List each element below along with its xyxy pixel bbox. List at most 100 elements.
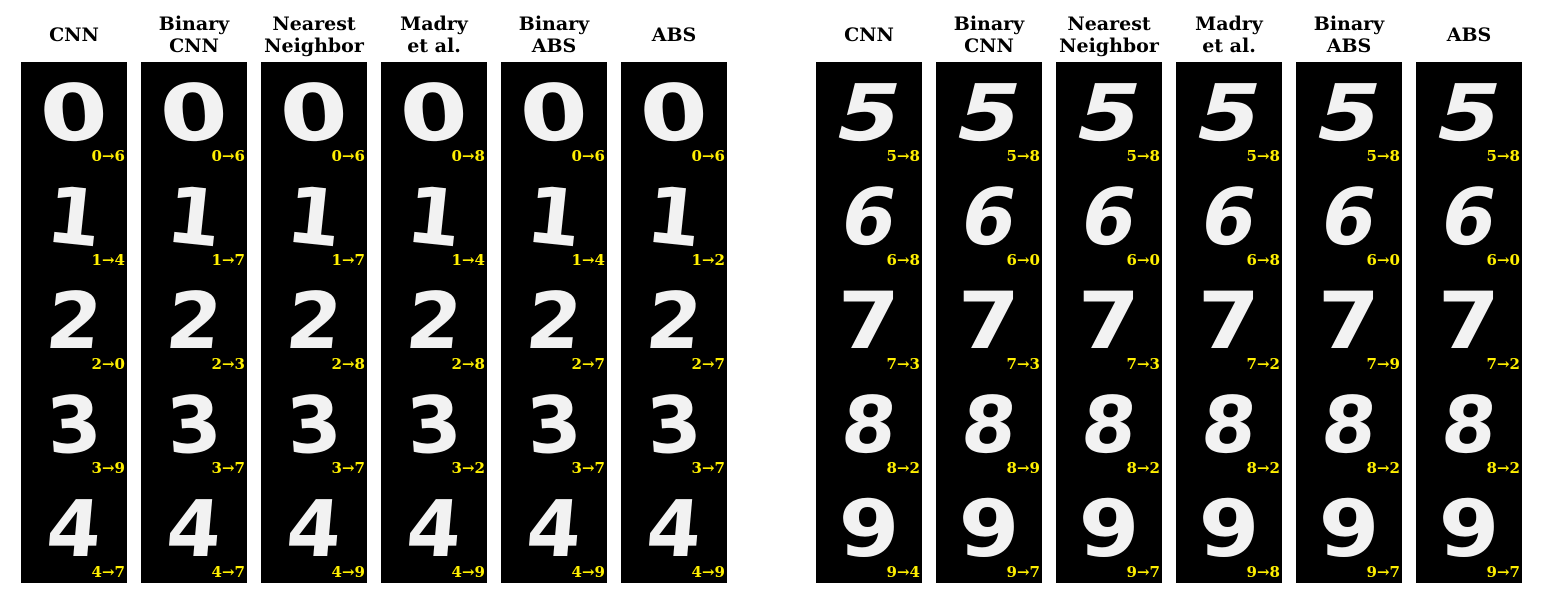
digit-image: 9 [1318,485,1380,575]
adversarial-image: 2 2→8 [261,270,367,374]
adversarial-image: 9 9→4 [816,478,922,582]
column-title: Madry et al. [371,10,497,60]
misclassification-label: 6→0 [1366,251,1400,269]
digit-image: 7 [1317,277,1381,367]
image-strip: 5 5→8 6 6→0 7 7→3 8 8→9 9 9→7 [936,62,1042,583]
misclassification-label: 3→7 [211,459,245,477]
misclassification-label: 2→8 [451,355,485,373]
adversarial-image: 3 3→7 [621,374,727,478]
adversarial-image: 4 4→7 [21,478,127,582]
column-title-line: Neighbor [264,35,364,57]
image-strip: 0 0→6 1 1→7 2 2→3 3 3→7 4 4→7 [141,62,247,583]
misclassification-label: 4→7 [91,563,125,581]
adversarial-image: 5 5→8 [1416,62,1522,166]
adversarial-image: 2 2→0 [21,270,127,374]
model-column: Nearest Neighbor 5 5→8 6 6→0 7 7→3 8 8→2 9 9→7 [1056,0,1162,595]
model-column: Binary ABS 0 0→6 1 1→4 2 2→7 3 3→7 4 4→9 [501,0,607,595]
misclassification-label: 0→6 [91,147,125,165]
misclassification-label: 0→6 [691,147,725,165]
misclassification-label: 1→4 [571,251,605,269]
model-column: ABS 5 5→8 6 6→0 7 7→2 8 8→2 9 9→7 [1416,0,1522,595]
adversarial-image: 1 1→7 [141,166,247,270]
misclassification-label: 7→3 [1126,355,1160,373]
adversarial-image: 5 5→8 [1176,62,1282,166]
column-title: CNN [11,10,137,60]
misclassification-label: 8→2 [1126,459,1160,477]
misclassification-label: 6→0 [1486,251,1520,269]
misclassification-label: 1→4 [451,251,485,269]
adversarial-image: 1 1→4 [501,166,607,270]
misclassification-label: 5→8 [1246,147,1280,165]
adversarial-image: 0 0→6 [141,62,247,166]
misclassification-label: 0→8 [451,147,485,165]
adversarial-image: 7 7→2 [1176,270,1282,374]
adversarial-image: 0 0→6 [621,62,727,166]
misclassification-label: 9→7 [1486,563,1520,581]
adversarial-image: 5 5→8 [936,62,1042,166]
image-strip: 0 0→6 1 1→2 2 2→7 3 3→7 4 4→9 [621,62,727,583]
misclassification-label: 3→7 [331,459,365,477]
digit-image: 9 [1438,485,1500,575]
adversarial-image: 7 7→3 [1056,270,1162,374]
adversarial-image: 7 7→3 [936,270,1042,374]
image-strip: 0 0→6 1 1→4 2 2→7 3 3→7 4 4→9 [501,62,607,583]
column-title-line: ABS [651,24,697,46]
model-column: ABS 0 0→6 1 1→2 2 2→7 3 3→7 4 4→9 [621,0,727,595]
model-column: CNN 5 5→8 6 6→8 7 7→3 8 8→2 9 9→4 [816,0,922,595]
column-title-line: ABS [1326,35,1372,57]
column-title-line: et al. [1202,35,1256,57]
misclassification-label: 5→8 [886,147,920,165]
adversarial-image: 8 8→2 [1416,374,1522,478]
misclassification-label: 9→7 [1366,563,1400,581]
digit-image: 7 [1197,277,1261,367]
column-title-line: Madry [1195,13,1263,35]
digit-image: 9 [958,485,1020,575]
column-title-line: CNN [844,24,894,46]
column-title-line: CNN [49,24,99,46]
misclassification-label: 5→8 [1006,147,1040,165]
adversarial-image: 1 1→4 [381,166,487,270]
misclassification-label: 2→7 [571,355,605,373]
adversarial-image: 4 4→9 [381,478,487,582]
misclassification-label: 4→9 [331,563,365,581]
misclassification-label: 1→2 [691,251,725,269]
adversarial-image: 6 6→0 [1416,166,1522,270]
column-title-line: Binary [1313,13,1385,35]
misclassification-label: 7→3 [886,355,920,373]
misclassification-label: 6→0 [1126,251,1160,269]
adversarial-image: 6 6→0 [1296,166,1402,270]
column-title-line: Binary [953,13,1025,35]
misclassification-label: 2→3 [211,355,245,373]
column-title-line: Nearest [1067,13,1151,35]
misclassification-label: 6→8 [886,251,920,269]
adversarial-image: 8 8→2 [1296,374,1402,478]
misclassification-label: 7→2 [1486,355,1520,373]
adversarial-image: 3 3→2 [381,374,487,478]
misclassification-label: 8→2 [1366,459,1400,477]
column-title: Binary CNN [926,10,1052,60]
adversarial-image: 1 1→7 [261,166,367,270]
image-strip: 5 5→8 6 6→0 7 7→9 8 8→2 9 9→7 [1296,62,1402,583]
digit-image: 7 [1077,277,1141,367]
column-title: Binary CNN [131,10,257,60]
model-column: CNN 0 0→6 1 1→4 2 2→0 3 3→9 4 4→7 [21,0,127,595]
misclassification-label: 0→6 [211,147,245,165]
adversarial-image: 9 9→7 [936,478,1042,582]
adversarial-image: 9 9→7 [1056,478,1162,582]
adversarial-image: 3 3→7 [261,374,367,478]
adversarial-image: 1 1→2 [621,166,727,270]
adversarial-image: 8 8→9 [936,374,1042,478]
adversarial-image: 4 4→7 [141,478,247,582]
image-strip: 0 0→6 1 1→7 2 2→8 3 3→7 4 4→9 [261,62,367,583]
misclassification-label: 3→2 [451,459,485,477]
misclassification-label: 3→9 [91,459,125,477]
column-title: CNN [806,10,932,60]
adversarial-image: 8 8→2 [1056,374,1162,478]
column-title-line: Madry [400,13,468,35]
misclassification-label: 7→3 [1006,355,1040,373]
image-strip: 5 5→8 6 6→0 7 7→2 8 8→2 9 9→7 [1416,62,1522,583]
column-title-line: Neighbor [1059,35,1159,57]
column-title: ABS [611,10,737,60]
misclassification-label: 3→7 [691,459,725,477]
misclassification-label: 8→9 [1006,459,1040,477]
